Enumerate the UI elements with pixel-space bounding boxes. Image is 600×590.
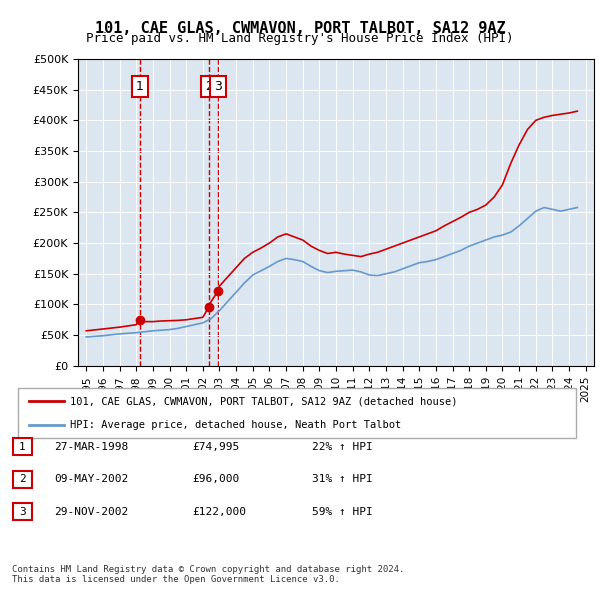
Text: 22% ↑ HPI: 22% ↑ HPI (312, 442, 373, 451)
Text: 2: 2 (19, 474, 26, 484)
Text: 09-MAY-2002: 09-MAY-2002 (54, 474, 128, 484)
Text: Contains HM Land Registry data © Crown copyright and database right 2024.
This d: Contains HM Land Registry data © Crown c… (12, 565, 404, 584)
Text: £96,000: £96,000 (192, 474, 239, 484)
FancyBboxPatch shape (18, 388, 577, 438)
Text: 101, CAE GLAS, CWMAVON, PORT TALBOT, SA12 9AZ (detached house): 101, CAE GLAS, CWMAVON, PORT TALBOT, SA1… (70, 396, 457, 407)
Text: 3: 3 (214, 80, 222, 93)
Text: 101, CAE GLAS, CWMAVON, PORT TALBOT, SA12 9AZ: 101, CAE GLAS, CWMAVON, PORT TALBOT, SA1… (95, 21, 505, 35)
FancyBboxPatch shape (13, 438, 32, 455)
Text: 29-NOV-2002: 29-NOV-2002 (54, 507, 128, 516)
Text: HPI: Average price, detached house, Neath Port Talbot: HPI: Average price, detached house, Neat… (70, 419, 401, 430)
Text: £74,995: £74,995 (192, 442, 239, 451)
Text: 3: 3 (19, 507, 26, 516)
FancyBboxPatch shape (13, 503, 32, 520)
Text: 31% ↑ HPI: 31% ↑ HPI (312, 474, 373, 484)
Text: 27-MAR-1998: 27-MAR-1998 (54, 442, 128, 451)
Text: 1: 1 (136, 80, 144, 93)
Text: 1: 1 (19, 442, 26, 451)
Text: Price paid vs. HM Land Registry's House Price Index (HPI): Price paid vs. HM Land Registry's House … (86, 32, 514, 45)
Text: 59% ↑ HPI: 59% ↑ HPI (312, 507, 373, 516)
Text: 2: 2 (205, 80, 213, 93)
FancyBboxPatch shape (13, 471, 32, 487)
Text: £122,000: £122,000 (192, 507, 246, 516)
